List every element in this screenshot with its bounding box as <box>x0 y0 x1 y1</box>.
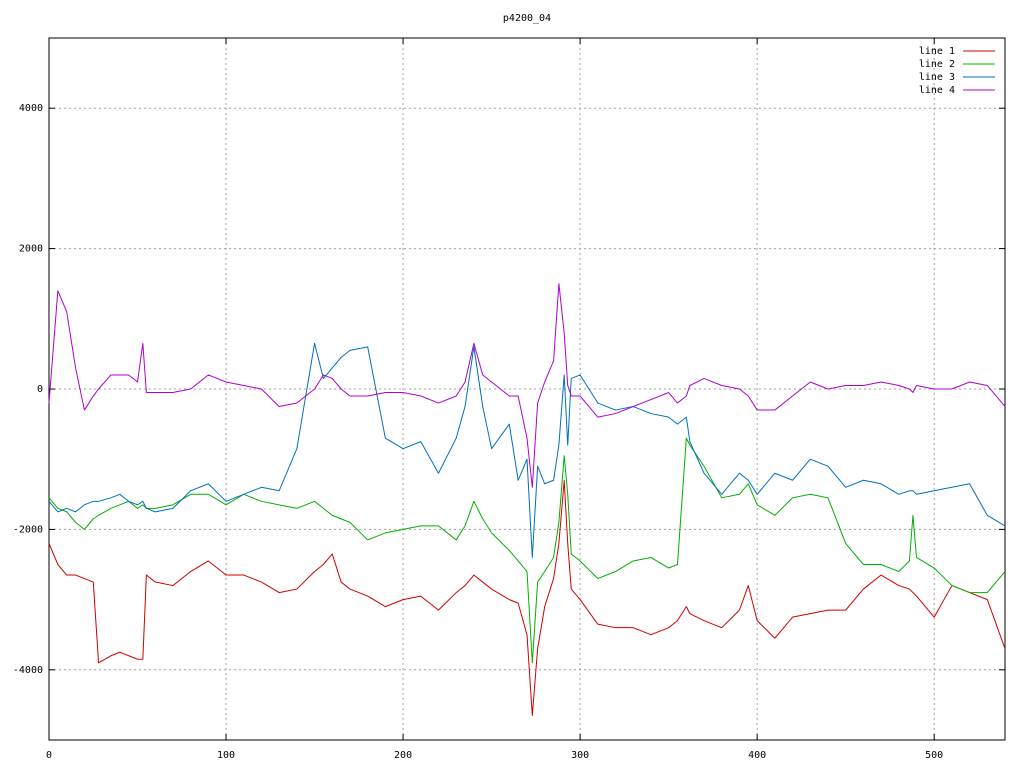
legend-label: line 1 <box>919 46 955 57</box>
plot-frame <box>48 37 1006 741</box>
x-tick-label: 100 <box>217 750 235 761</box>
y-tick-label: 0 <box>37 384 43 395</box>
x-tick-label: 200 <box>394 750 412 761</box>
data-line <box>48 437 1006 664</box>
x-tick-label: 300 <box>571 750 589 761</box>
legend-label: line 2 <box>919 59 955 70</box>
x-tick-label: 500 <box>925 750 943 761</box>
legend-label: line 3 <box>919 72 955 83</box>
y-tick-label: -2000 <box>13 524 43 535</box>
data-line <box>48 479 1006 716</box>
chart-title: p4200_04 <box>503 13 551 24</box>
legend-label: line 4 <box>919 85 955 96</box>
x-tick-label: 0 <box>46 750 52 761</box>
y-tick-label: 4000 <box>19 103 43 114</box>
x-tick-label: 400 <box>748 750 766 761</box>
data-line <box>48 283 1006 488</box>
y-tick-label: 2000 <box>19 244 43 255</box>
y-tick-label: -4000 <box>13 665 43 676</box>
data-line <box>48 342 1006 558</box>
